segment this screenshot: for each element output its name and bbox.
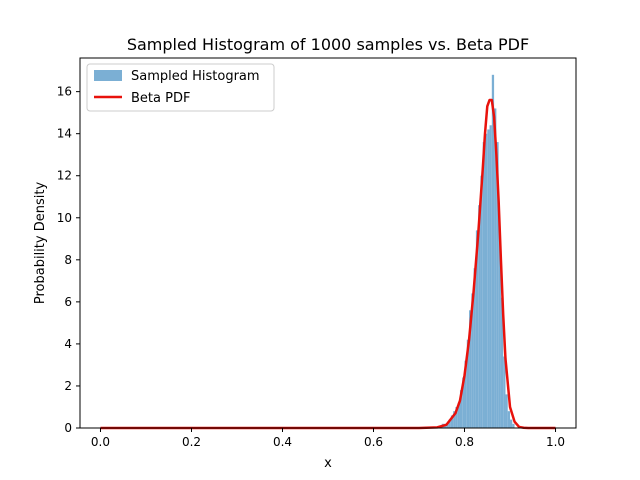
histogram-bar	[498, 230, 501, 428]
histogram-bar	[500, 297, 504, 428]
histogram-bar	[478, 205, 481, 428]
y-tick-label: 0	[64, 421, 72, 435]
histogram-bar	[503, 356, 506, 428]
histogram-bar	[469, 310, 472, 428]
histogram-bar	[459, 390, 463, 428]
histogram-bar	[491, 74, 495, 429]
histogram-bar	[466, 339, 470, 428]
y-tick-label: 2	[64, 379, 72, 393]
histogram-bar	[480, 175, 483, 428]
histogram-bar	[484, 133, 488, 428]
histogram-bar	[448, 419, 451, 428]
histogram-bar	[505, 394, 508, 428]
histogram-bar	[496, 142, 499, 428]
x-tick-label: 1.0	[546, 435, 565, 449]
x-tick-label: 0.6	[364, 435, 383, 449]
histogram-bar	[462, 377, 465, 428]
chart-title: Sampled Histogram of 1000 samples vs. Be…	[127, 35, 529, 54]
histogram-bar	[455, 406, 458, 428]
legend: Sampled Histogram Beta PDF	[86, 63, 275, 112]
histogram-bar	[457, 402, 460, 428]
y-tick-label: 4	[64, 337, 72, 351]
histogram-bar	[487, 129, 490, 428]
histogram-bar	[453, 411, 456, 428]
histogram-bar	[510, 419, 513, 428]
histogram-bar	[464, 360, 467, 428]
x-tick-label: 0.4	[273, 435, 292, 449]
y-tick-label: 16	[57, 85, 72, 99]
histogram-bar	[512, 423, 515, 428]
legend-box	[86, 63, 275, 112]
histogram-bars	[441, 74, 515, 429]
histogram-bar	[450, 415, 454, 428]
y-tick-label: 12	[57, 169, 72, 183]
histogram-bar	[482, 142, 485, 428]
legend-histogram-label: Sampled Histogram	[131, 69, 260, 84]
x-tick-label: 0.8	[455, 435, 474, 449]
histogram-bar	[473, 268, 476, 428]
plot-frame	[79, 57, 577, 429]
histogram-bar	[475, 230, 479, 428]
y-tick-label: 8	[64, 253, 72, 267]
y-tick-label: 10	[57, 211, 72, 225]
histogram-bar	[446, 423, 449, 428]
histogram-bar	[471, 293, 474, 428]
histogram-bar	[489, 125, 492, 428]
y-axis-ticks: 0 2 4 6 8 10 12 14 16	[57, 85, 80, 435]
legend-histogram-swatch	[94, 70, 122, 81]
x-tick-label: 0.0	[91, 435, 110, 449]
legend-pdf-label: Beta PDF	[131, 91, 190, 106]
histogram-bar	[507, 411, 511, 428]
y-tick-label: 6	[64, 295, 72, 309]
x-axis-label: x	[324, 456, 332, 471]
y-tick-label: 14	[57, 127, 72, 141]
x-axis-ticks: 0.0 0.2 0.4 0.6 0.8 1.0	[91, 428, 565, 449]
histogram-bar	[494, 108, 497, 429]
x-tick-label: 0.2	[182, 435, 201, 449]
y-axis-label: Probability Density	[33, 182, 48, 305]
